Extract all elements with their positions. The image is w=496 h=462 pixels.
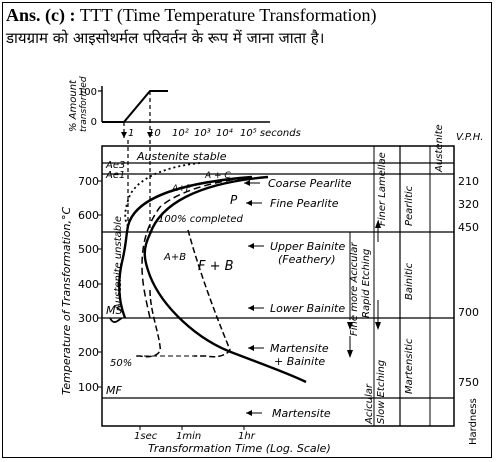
hardness-scale: V.P.H. 210 320 450 700 750 Hardness [456, 132, 483, 445]
ytick-600: 600 [78, 209, 99, 222]
inset-ylabel-2: transformed [79, 76, 89, 132]
ytick-300: 300 [78, 312, 99, 325]
ae1-label: Ae1 [105, 170, 125, 181]
hardness-700: 700 [458, 306, 479, 319]
region-a-c: A + C [204, 171, 231, 181]
etch-arrowhead-mart [347, 350, 353, 358]
completed-label: 100% completed [158, 214, 243, 225]
hardness-450: 450 [458, 221, 479, 234]
arrowhead-upper-bainite [248, 243, 254, 249]
inset-ytick-0: 0 [91, 117, 97, 128]
hardness-320: 320 [458, 198, 479, 211]
inset-graph: % Amount transformed 100 0 1 10 10² 10³ … [68, 76, 301, 139]
etch-acicular: Acicular [364, 383, 375, 425]
x-axis-label: Transformation Time (Log. Scale) [148, 442, 331, 455]
product-coarse-pearlite: Coarse Pearlite [268, 177, 352, 190]
region-f-b: F + B [198, 259, 234, 274]
product-martensite: Martensite [270, 342, 329, 355]
main-plot-frame [101, 145, 455, 427]
start-curve [118, 175, 253, 319]
product-upper-bainite: Upper Bainite [270, 240, 345, 253]
hardness-footer: Hardness [468, 398, 479, 445]
ms-knee [109, 317, 123, 323]
answer-heading: Ans. (c) : TTT (Time Temperature Transfo… [6, 4, 490, 26]
xtick-1min: 1min [176, 431, 201, 442]
austenite-unstable-label: Austenite unstable [113, 216, 124, 311]
etch-pearlitic: Pearlitic [404, 185, 415, 226]
arrowhead-lower-bainite [248, 305, 254, 311]
inset-xtick-10: 10 [148, 128, 161, 139]
y-axis-label: Temperature of Transformation,°C [60, 206, 73, 395]
arrowhead-martensite-final [246, 410, 252, 416]
inset-ytick-100: 100 [78, 87, 97, 98]
etch-arrowhead-bainitic [375, 322, 381, 330]
etch-rapid: Rapid Etching [361, 249, 372, 318]
etch-fine-acicular: Fine more Acicular [349, 242, 360, 336]
product-feathery: (Feathery) [278, 253, 336, 266]
answer-box [2, 2, 492, 458]
hardness-header: V.P.H. [456, 132, 483, 143]
inset-xtick-1000: 10³ [194, 128, 211, 139]
fifty-pct-curve [141, 177, 245, 319]
ms-label: MS [106, 304, 122, 317]
austenite-stable-label: Austenite stable [136, 150, 227, 163]
x-ticks: 1sec 1min 1hr [134, 426, 256, 442]
inset-ylabel-1: % Amount [68, 79, 79, 132]
product-lower-bainite: Lower Bainite [270, 302, 345, 315]
ytick-500: 500 [78, 243, 99, 256]
etch-arrowhead-rapid [347, 322, 353, 330]
product-fine-pearlite: Fine Pearlite [270, 197, 339, 210]
region-p: P [230, 193, 238, 207]
fifty-pct-label: 50% [110, 358, 132, 369]
inset-xtick-100: 10² [172, 128, 189, 139]
finish-curve [143, 233, 307, 384]
finish-curve-upper [148, 175, 269, 235]
inset-xtick-1: 1 [128, 128, 134, 139]
etching-annotations: Finer Lamellae Pearlitic Austenite Fine … [347, 124, 445, 425]
cooling-path-4 [187, 229, 231, 358]
answer-text: TTT (Time Temperature Transformation) [79, 5, 377, 25]
hardness-210: 210 [458, 175, 479, 188]
y-ticks: 700 600 500 400 300 200 100 [78, 175, 102, 394]
cooling-path-3 [136, 289, 161, 358]
answer-label: Ans. (c) : [6, 5, 76, 25]
product-martensite-final: Martensite [272, 407, 331, 420]
xtick-1sec: 1sec [134, 431, 158, 442]
product-plus-bainite: + Bainite [274, 355, 325, 368]
etch-arrowhead-up [375, 220, 381, 228]
hindi-explanation: डायग्राम को आइसोथर्मल परिवर्तन के रूप मे… [6, 29, 325, 47]
product-labels: Coarse Pearlite Fine Pearlite Upper Bain… [244, 177, 352, 420]
ytick-700: 700 [78, 175, 99, 188]
etch-slow: Slow Etching [376, 360, 387, 424]
arrowhead-martensite-bainite [248, 345, 254, 351]
inset-xtick-10000: 10⁴ [216, 127, 233, 139]
etch-austenite: Austenite [434, 124, 445, 173]
inset-xtick-seconds: 10⁵ seconds [240, 128, 301, 139]
etch-finer-lamellae: Finer Lamellae [377, 152, 388, 226]
xtick-1hr: 1hr [238, 431, 256, 442]
ytick-400: 400 [78, 278, 99, 291]
hardness-750: 750 [458, 376, 479, 389]
etch-bainitic: Bainitic [404, 262, 415, 300]
ae3-label: Ae3 [105, 160, 125, 171]
ytick-100: 100 [78, 381, 99, 394]
mf-label: MF [106, 384, 122, 397]
inset-arrow-1 [121, 132, 127, 138]
inset-curve [102, 90, 168, 123]
region-a-b: A+B [163, 252, 186, 263]
arrowhead-coarse-pearlite [244, 180, 250, 186]
arrowhead-fine-pearlite [246, 200, 252, 206]
inset-arrow-2 [147, 132, 153, 138]
etch-martensitic: Martensitic [404, 338, 415, 394]
ytick-200: 200 [78, 346, 99, 359]
